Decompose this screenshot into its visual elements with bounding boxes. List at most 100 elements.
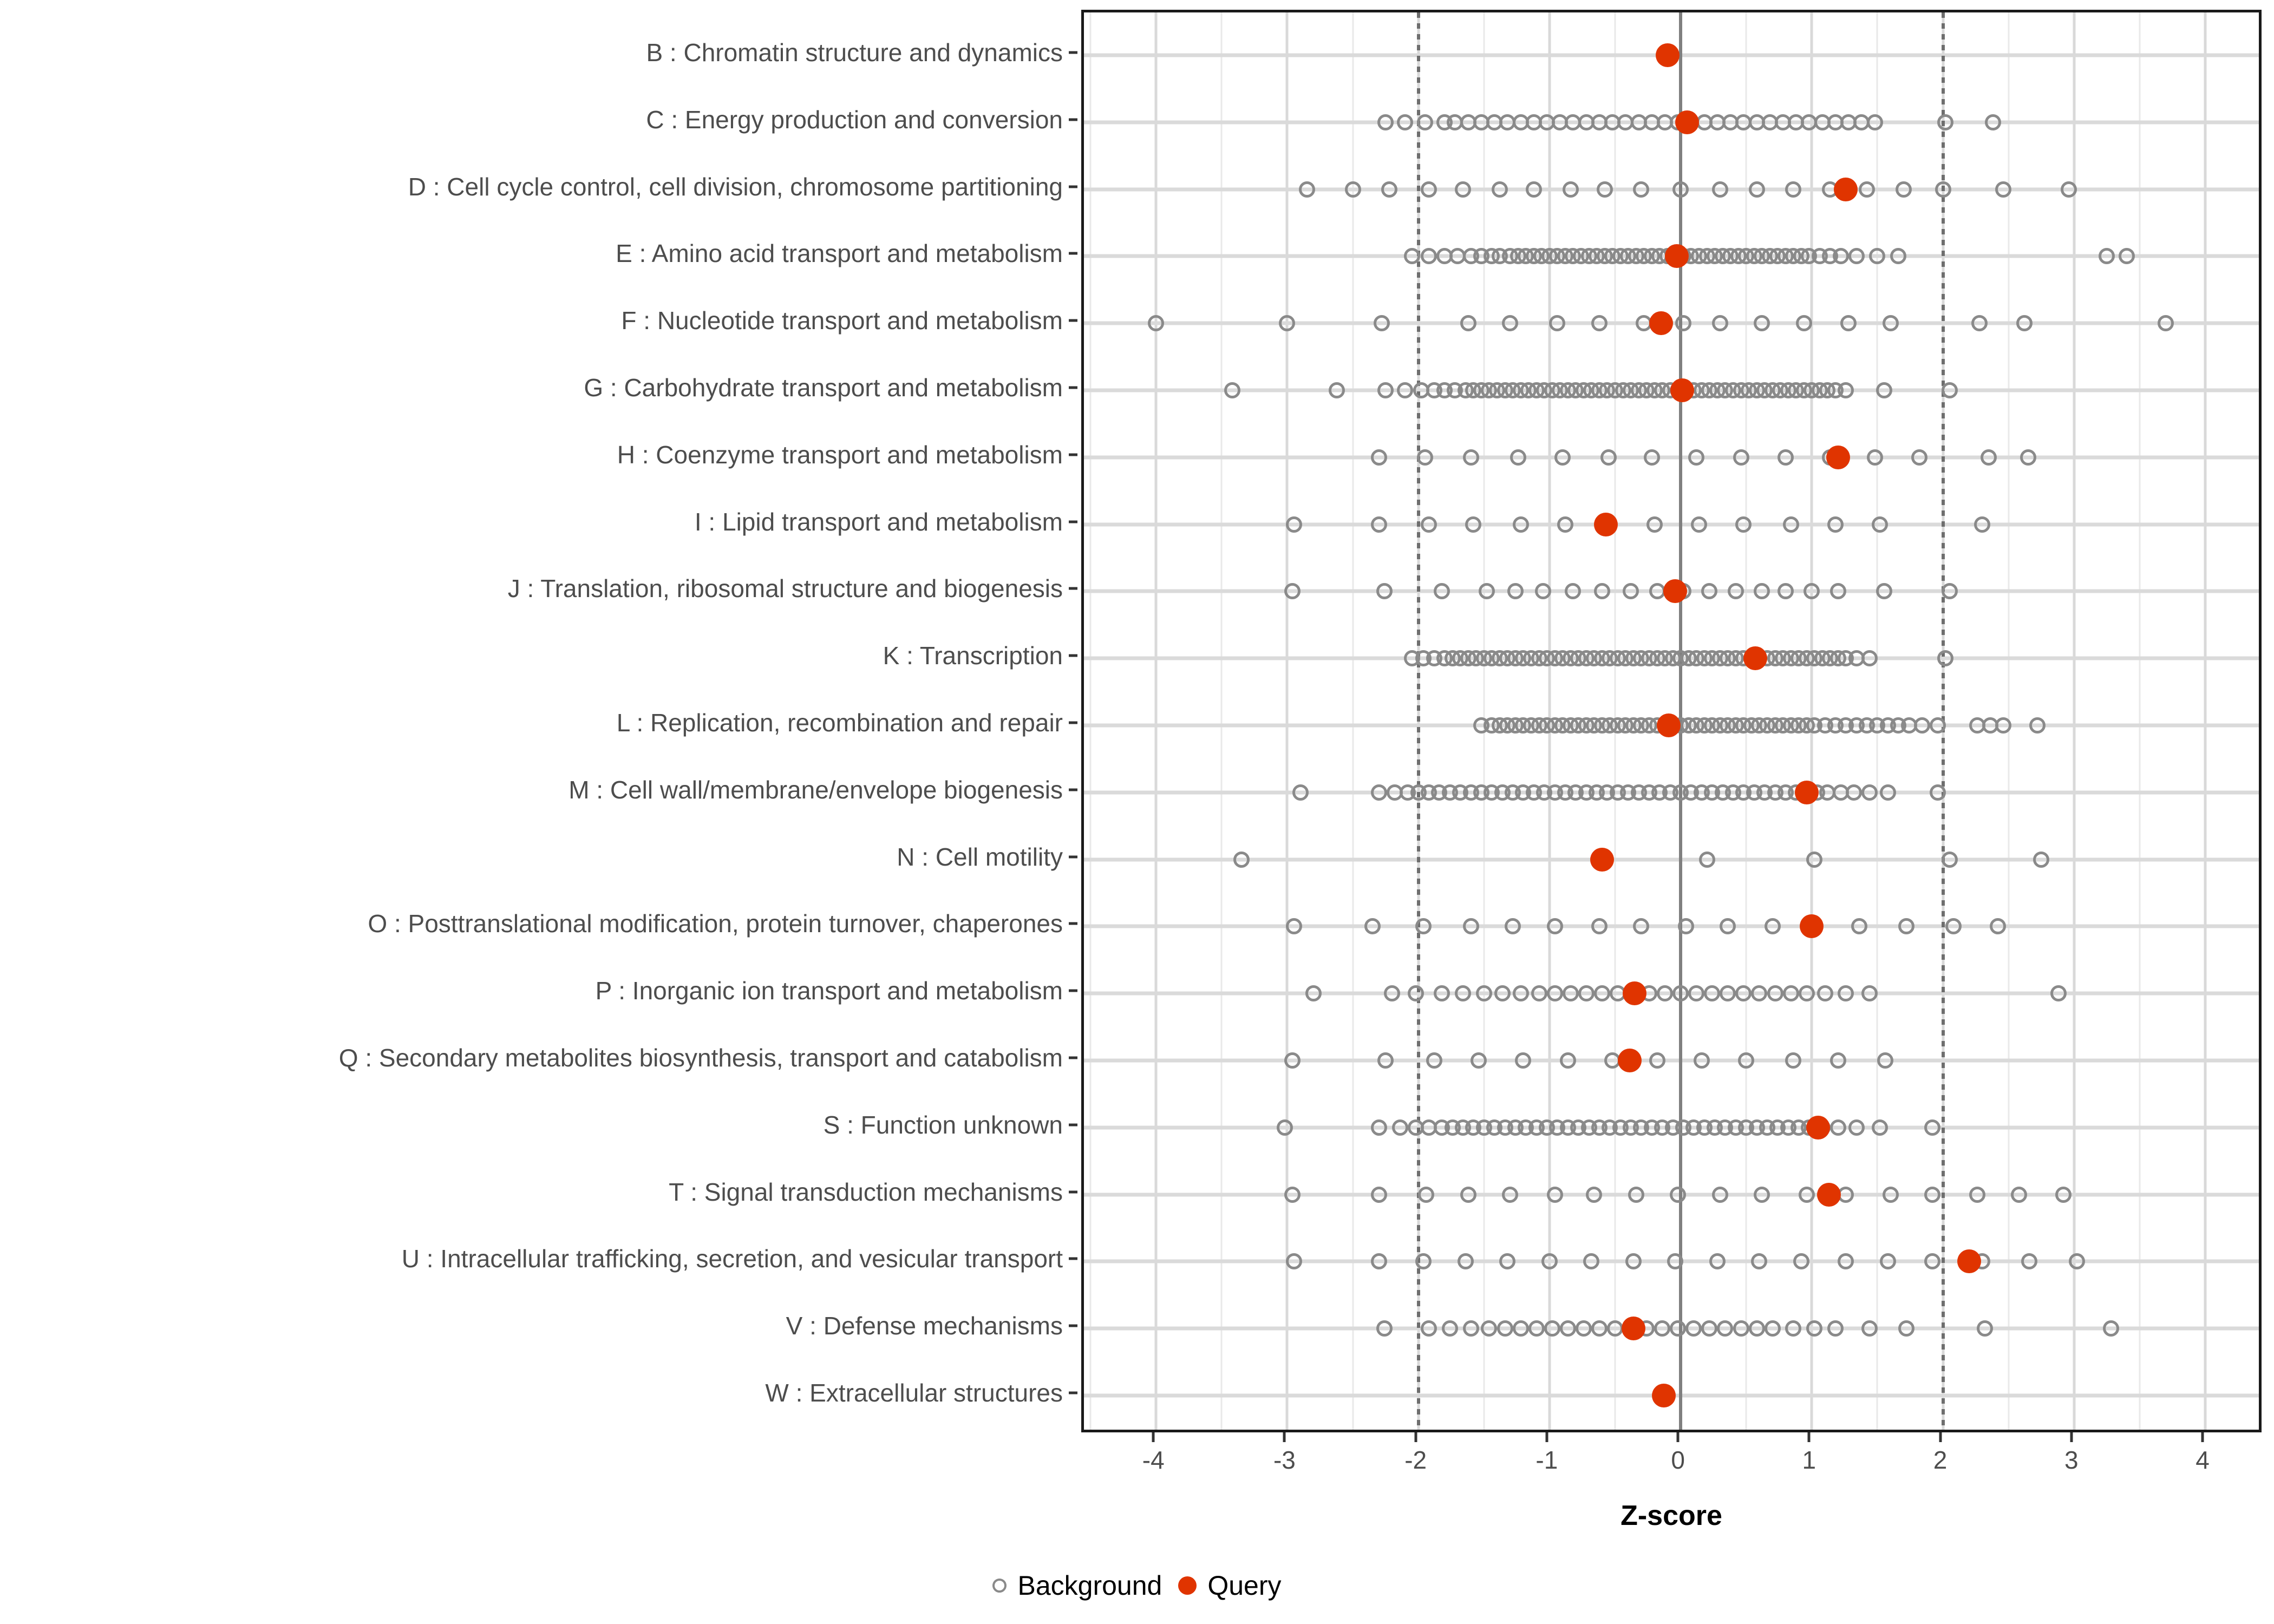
y-axis-tick-label: G : Carbohydrate transport and metabolis… <box>584 374 1063 402</box>
background-point <box>1877 1052 1893 1069</box>
background-point <box>1554 449 1571 466</box>
background-point <box>1924 1119 1941 1136</box>
y-axis-tick-mark <box>1069 788 1077 791</box>
background-point <box>1840 315 1857 332</box>
background-point <box>1845 784 1862 801</box>
background-point <box>1623 583 1639 600</box>
background-point <box>1929 784 1946 801</box>
background-point <box>1829 1052 1846 1069</box>
background-point <box>1426 1052 1442 1069</box>
background-point <box>1285 918 1302 935</box>
background-point <box>1562 985 1579 1002</box>
background-point <box>1941 851 1958 868</box>
y-axis-tick-mark <box>1069 1123 1077 1127</box>
y-axis-tick-label: K : Transcription <box>883 641 1063 670</box>
background-point <box>1937 650 1954 667</box>
background-point <box>1827 516 1844 533</box>
background-point <box>1593 583 1610 600</box>
background-point <box>1377 114 1394 130</box>
background-point <box>1751 985 1768 1002</box>
gridline-horizontal <box>1084 187 2259 192</box>
y-axis-tick-label: P : Inorganic ion transport and metaboli… <box>595 977 1063 1005</box>
background-point <box>1777 449 1794 466</box>
x-axis-tick-label: 3 <box>2064 1446 2079 1474</box>
y-axis-tick-label: J : Translation, ribosomal structure and… <box>507 574 1063 603</box>
x-axis: -4 -3 -2 -1 0 1 2 3 4 <box>1081 1432 2262 1497</box>
background-point <box>1984 114 2001 130</box>
background-point <box>1924 1253 1941 1270</box>
query-point <box>1816 1182 1841 1207</box>
background-point <box>1969 1186 1985 1203</box>
background-point <box>1541 1253 1558 1270</box>
background-point <box>1688 449 1705 466</box>
query-point <box>1834 177 1858 201</box>
background-point <box>1371 784 1387 801</box>
background-point <box>1829 583 1846 600</box>
background-point <box>1785 1320 1802 1337</box>
background-point <box>1709 1253 1726 1270</box>
background-point <box>1284 583 1301 600</box>
background-point <box>1733 1320 1749 1337</box>
background-point <box>1546 985 1563 1002</box>
background-point <box>1416 449 1433 466</box>
legend-entry-query: Query <box>1178 1570 1282 1601</box>
background-point <box>1869 248 1886 265</box>
background-point <box>1505 918 1521 935</box>
gridline-vertical-major <box>1285 12 1289 1430</box>
x-axis-tick-label: -4 <box>1142 1446 1165 1474</box>
background-point <box>1421 248 1437 265</box>
y-axis-tick-label: O : Posttranslational modification, prot… <box>368 909 1063 938</box>
background-point <box>1377 1052 1394 1069</box>
background-point <box>1586 1186 1603 1203</box>
x-axis-tick-mark <box>1414 1432 1417 1442</box>
background-point <box>1494 985 1511 1002</box>
background-point <box>1455 181 1472 198</box>
y-axis-tick-mark <box>1069 1391 1077 1394</box>
background-point <box>1534 583 1551 600</box>
background-point <box>1688 985 1705 1002</box>
y-axis-tick-mark <box>1069 118 1077 121</box>
background-point <box>1497 1320 1513 1337</box>
background-point <box>1403 248 1420 265</box>
query-point <box>1675 110 1700 134</box>
background-point <box>1879 784 1896 801</box>
y-axis-tick-label: N : Cell motility <box>897 842 1063 871</box>
background-point <box>1305 985 1322 1002</box>
background-point <box>1471 1052 1487 1069</box>
y-axis-tick-mark <box>1069 989 1077 992</box>
x-axis-tick-label: 4 <box>2195 1446 2210 1474</box>
query-point <box>1649 311 1673 336</box>
y-axis-tick-label: W : Extracellular structures <box>765 1379 1063 1407</box>
query-point <box>1794 780 1819 804</box>
background-point <box>1829 1119 1846 1136</box>
background-point <box>2029 717 2046 734</box>
background-point <box>1418 1186 1435 1203</box>
y-axis-tick-label: H : Coenzyme transport and metabolism <box>617 440 1063 469</box>
background-point <box>1559 1052 1576 1069</box>
query-point <box>1826 445 1850 469</box>
gridline-horizontal <box>1084 924 2259 928</box>
background-point <box>1371 1186 1387 1203</box>
background-point <box>1531 985 1547 1002</box>
background-point <box>1607 1320 1623 1337</box>
background-point <box>1924 1186 1941 1203</box>
background-point <box>1559 1320 1576 1337</box>
background-point <box>1377 382 1394 398</box>
background-point <box>1995 181 2011 198</box>
background-point <box>1507 583 1524 600</box>
background-point <box>1803 583 1820 600</box>
query-point <box>1655 43 1680 67</box>
background-point <box>1895 181 1912 198</box>
background-point <box>1276 1119 1293 1136</box>
gridline-vertical-major <box>1154 12 1158 1430</box>
background-point <box>1546 1186 1563 1203</box>
background-point <box>1670 1320 1687 1337</box>
background-point <box>1882 315 1899 332</box>
background-point <box>1851 918 1867 935</box>
background-point <box>1764 1320 1781 1337</box>
query-point <box>1621 1317 1645 1341</box>
background-point <box>1298 181 1315 198</box>
x-axis-tick-mark <box>1807 1432 1811 1442</box>
background-point <box>1806 851 1823 868</box>
background-point <box>1764 918 1781 935</box>
